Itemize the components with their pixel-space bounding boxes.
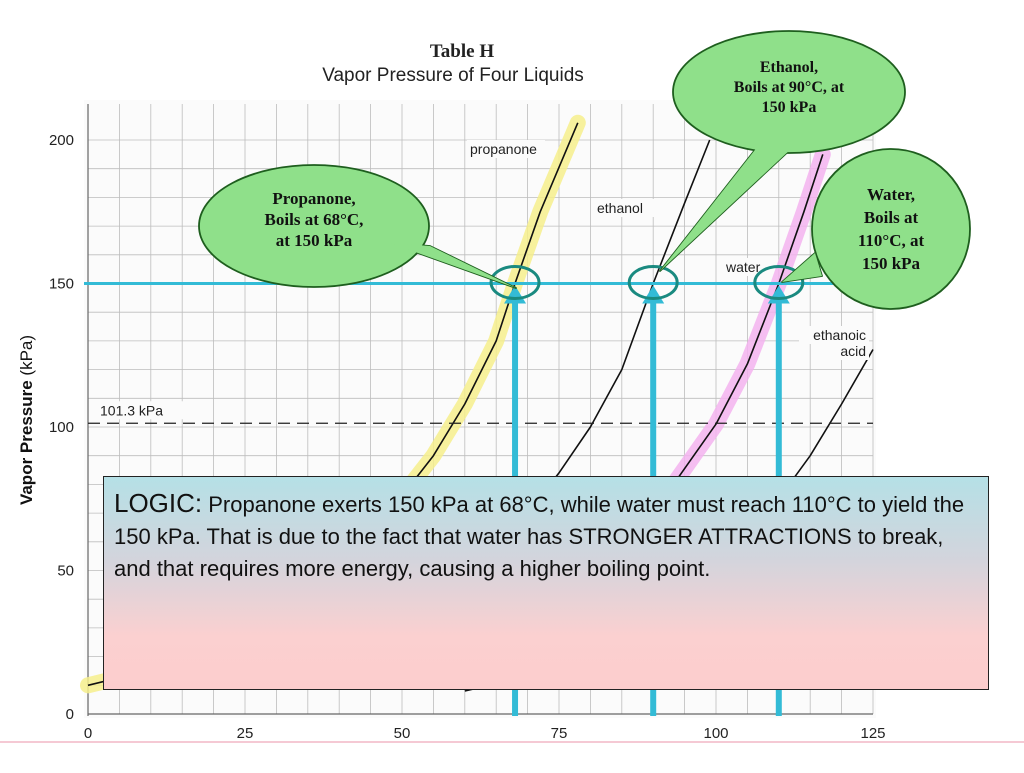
marker-circle-ethanol xyxy=(627,265,679,300)
reference-label-bg xyxy=(97,401,193,420)
callout-water: Water, Boils at 110°C, at 150 kPa xyxy=(781,148,971,310)
x-tick-label: 75 xyxy=(551,725,568,742)
series-label-ethanoic: ethanoic xyxy=(813,327,866,343)
callout-text-propanone: Boils at 68°C, xyxy=(265,210,364,229)
callout-text-ethanol: 150 kPa xyxy=(762,99,817,116)
callout-text-ethanol: Ethanol, xyxy=(760,59,818,76)
marker-circle-propanone xyxy=(489,265,541,300)
x-tick-label: 25 xyxy=(237,725,254,742)
callout-bubble xyxy=(672,30,906,154)
x-tick-label: 125 xyxy=(860,725,885,742)
series-label-bg xyxy=(594,199,656,217)
series-label-ethanol: ethanol xyxy=(597,200,643,216)
series-label-bg xyxy=(467,140,545,158)
y-tick-label: 50 xyxy=(57,563,74,580)
chart-title: Vapor Pressure of Four Liquids xyxy=(322,65,584,86)
y-axis-label: Vapor Pressure (kPa) xyxy=(17,335,36,505)
table-label: Table H xyxy=(430,41,494,62)
callout-text-ethanol: Boils at 90°C, at xyxy=(734,79,845,96)
y-axis-label-main: Vapor Pressure xyxy=(17,376,36,505)
y-tick-label: 150 xyxy=(49,276,74,293)
y-tick-label: 0 xyxy=(66,706,74,723)
logic-heading: LOGIC: xyxy=(114,488,203,518)
callout-tail-fill xyxy=(390,243,516,288)
callout-text-propanone: at 150 kPa xyxy=(276,231,353,250)
logic-paragraph: LOGIC: Propanone exerts 150 kPa at 68°C,… xyxy=(114,487,978,585)
marker-circle-water xyxy=(753,265,805,300)
callout-text-water: Boils at xyxy=(864,208,919,227)
logic-text: Propanone exerts 150 kPa at 68°C, while … xyxy=(114,492,965,581)
series-label-propanone: propanone xyxy=(470,141,537,157)
series-label-ethanoic: acid xyxy=(840,343,866,359)
x-tick-label: 0 xyxy=(84,725,92,742)
logic-box: LOGIC: Propanone exerts 150 kPa at 68°C,… xyxy=(103,476,989,690)
callout-bubble xyxy=(198,164,430,288)
series-label-bg xyxy=(831,342,869,360)
x-tick-label: 50 xyxy=(394,725,411,742)
y-tick-label: 100 xyxy=(49,419,74,436)
callout-tail-fill xyxy=(782,253,822,282)
callout-propanone: Propanone, Boils at 68°C, at 150 kPa xyxy=(198,164,517,289)
y-axis-label-unit: (kPa) xyxy=(17,335,36,376)
callout-text-water: 110°C, at xyxy=(858,231,925,250)
callout-text-propanone: Propanone, xyxy=(272,189,355,208)
callout-text-water: Water, xyxy=(867,185,915,204)
callout-text-water: 150 kPa xyxy=(862,254,921,273)
reference-label: 101.3 kPa xyxy=(100,402,163,418)
y-tick-label: 200 xyxy=(49,132,74,149)
series-label-water: water xyxy=(725,259,761,275)
callout-bubble xyxy=(811,148,971,310)
callout-ethanol: Ethanol, Boils at 90°C, at 150 kPa xyxy=(659,30,906,272)
series-label-bg xyxy=(723,258,769,276)
series-label-bg xyxy=(799,326,869,344)
callout-tail-fill xyxy=(660,146,792,271)
x-tick-label: 100 xyxy=(703,725,728,742)
